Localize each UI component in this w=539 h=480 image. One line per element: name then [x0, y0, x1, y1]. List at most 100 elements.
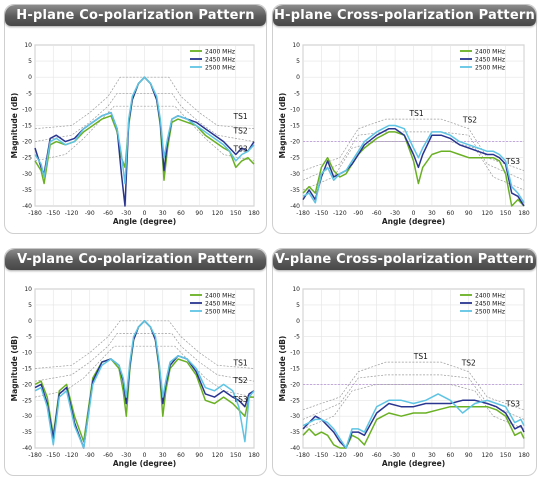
x-tick-label: 60	[177, 452, 185, 459]
y-tick-label: 10	[292, 286, 300, 293]
series-line-0	[302, 131, 525, 207]
y-tick-label: 0	[296, 74, 300, 81]
x-tick-label: 180	[518, 452, 530, 459]
panel-v-plane-co: V-plane Co-polarization Pattern -180 -150…	[4, 248, 267, 476]
chart-title: H-plane Co-polarization Pattern	[5, 5, 266, 26]
x-tick-label: -120	[333, 452, 347, 459]
legend-label-0: 2400 MHz	[475, 292, 505, 299]
y-tick-label: -20	[290, 139, 300, 146]
y-tick-label: -15	[290, 366, 300, 373]
x-tick-label: 150	[230, 452, 242, 459]
y-tick-label: -30	[22, 171, 32, 178]
x-tick-label: 60	[447, 210, 455, 217]
y-tick-label: -20	[22, 139, 32, 146]
chart-title: V-plane Co-polarization Pattern	[5, 249, 266, 270]
panel-h-plane-co: H-plane Co-polarization Pattern -180 -150…	[4, 4, 267, 234]
annotation-ts1: TS1	[409, 109, 424, 118]
series-line-2	[302, 393, 525, 449]
legend-label-1: 2450 MHz	[205, 56, 235, 63]
y-tick-label: -5	[294, 334, 300, 341]
y-tick-label: 10	[292, 42, 300, 49]
y-tick-label: 5	[28, 302, 32, 309]
legend-label-1: 2450 MHz	[475, 300, 505, 307]
x-tick-label: -30	[390, 452, 400, 459]
x-tick-label: 30	[159, 452, 167, 459]
panel-v-plane-cross: V-plane Cross-polarization Pattern -180-…	[272, 248, 537, 476]
x-tick-label: 90	[465, 210, 473, 217]
annotation-ts3: TS3	[233, 144, 248, 153]
x-tick-label: -90	[85, 210, 95, 217]
x-tick-label: -180	[296, 210, 310, 217]
annotation-ts1: TS1	[233, 112, 248, 121]
x-tick-label: -120	[65, 210, 79, 217]
x-tick-label: 90	[195, 452, 203, 459]
limit-line-ts2	[302, 374, 525, 420]
series-line-2	[34, 320, 255, 449]
y-tick-label: -40	[290, 445, 300, 452]
legend-label-2: 2500 MHz	[205, 308, 235, 315]
y-tick-label: -5	[26, 90, 32, 97]
annotation-ts1: TS1	[233, 358, 248, 367]
x-tick-label: 0	[412, 210, 416, 217]
annotation-ts2: TS2	[233, 376, 248, 385]
y-tick-label: -40	[22, 203, 32, 210]
y-tick-label: -35	[22, 429, 32, 436]
y-tick-label: -5	[26, 334, 32, 341]
y-tick-label: -5	[294, 90, 300, 97]
y-tick-label: -30	[290, 171, 300, 178]
y-tick-label: -10	[290, 106, 300, 113]
x-tick-label: 60	[447, 452, 455, 459]
y-tick-label: 5	[296, 58, 300, 65]
limit-line-ts1	[302, 118, 525, 171]
x-axis-label: Angle (degree)	[113, 217, 176, 226]
x-tick-label: 120	[481, 452, 493, 459]
y-tick-label: -30	[22, 413, 32, 420]
y-tick-label: -15	[22, 123, 32, 130]
annotation-ts3: TS3	[233, 395, 248, 404]
annotation-ts3: TS3	[505, 400, 520, 409]
x-tick-label: -30	[390, 210, 400, 217]
legend-label-2: 2500 MHz	[205, 64, 235, 71]
x-tick-label: -90	[353, 210, 363, 217]
y-tick-label: -35	[22, 187, 32, 194]
x-tick-label: 180	[248, 210, 260, 217]
limit-line-ts3	[34, 105, 255, 162]
x-tick-label: -60	[103, 210, 113, 217]
y-axis-label: Magnitude (dB)	[10, 336, 19, 402]
x-tick-label: -120	[65, 452, 79, 459]
legend-label-0: 2400 MHz	[205, 292, 235, 299]
limit-line-ts3	[34, 345, 255, 398]
x-tick-label: 120	[481, 210, 493, 217]
y-tick-label: -40	[290, 203, 300, 210]
y-tick-label: -20	[290, 381, 300, 388]
panel-h-plane-cross: H-plane Cross-polarization Pattern -180-…	[272, 4, 537, 234]
chart-v-plane-co: -180 -150 -120 -90 -60 -30 0 30 60 90 120 150 180105…	[10, 286, 260, 468]
y-tick-label: -40	[22, 445, 32, 452]
y-axis-label: Magnitude (dB)	[278, 93, 287, 159]
x-tick-label: -90	[353, 452, 363, 459]
y-tick-label: -15	[22, 366, 32, 373]
x-tick-label: -60	[372, 210, 382, 217]
chart-title: H-plane Cross-polarization Pattern	[273, 5, 536, 26]
x-tick-label: 90	[195, 210, 203, 217]
x-tick-label: 120	[212, 452, 224, 459]
y-tick-label: 0	[28, 74, 32, 81]
x-tick-label: 150	[230, 210, 242, 217]
y-tick-label: 10	[24, 42, 32, 49]
x-tick-label: -150	[46, 452, 60, 459]
x-tick-label: 30	[428, 452, 436, 459]
y-tick-label: -15	[290, 123, 300, 130]
legend-label-2: 2500 MHz	[475, 64, 505, 71]
chart-h-plane-cross: -180 -150 -120 -90 -60 -30 0 30 60 90 120 150 180105…	[278, 42, 530, 226]
x-tick-label: 180	[248, 452, 260, 459]
x-tick-label: 30	[428, 210, 436, 217]
x-axis-label: Angle (degree)	[382, 459, 445, 468]
y-tick-label: 0	[296, 318, 300, 325]
annotation-ts2: TS2	[462, 115, 477, 124]
chart-title: V-plane Cross-polarization Pattern	[273, 249, 536, 270]
chart-h-plane-co: -180 -150 -120 -90 -60 -30 0 30 60 90 120 150 180105…	[10, 42, 260, 226]
x-axis-label: Angle (degree)	[382, 217, 445, 226]
y-tick-label: -25	[22, 397, 32, 404]
legend-label-1: 2450 MHz	[475, 56, 505, 63]
annotation-ts2: TS2	[233, 127, 248, 136]
